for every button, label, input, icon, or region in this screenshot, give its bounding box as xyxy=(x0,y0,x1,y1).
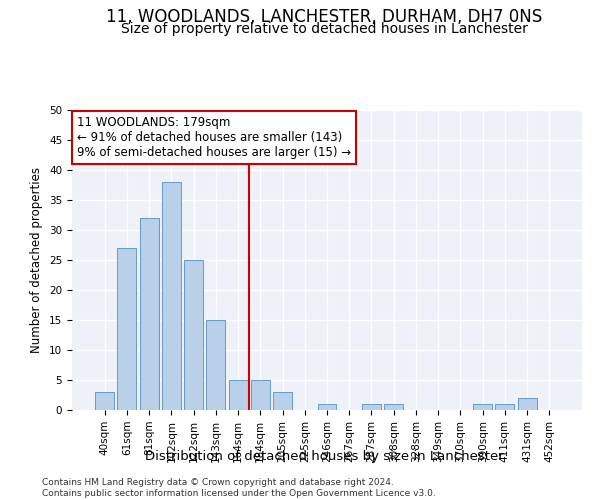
Bar xyxy=(273,392,292,410)
Y-axis label: Number of detached properties: Number of detached properties xyxy=(31,167,43,353)
Bar xyxy=(95,392,114,410)
Bar xyxy=(118,248,136,410)
Text: Contains HM Land Registry data © Crown copyright and database right 2024.
Contai: Contains HM Land Registry data © Crown c… xyxy=(42,478,436,498)
Bar xyxy=(140,218,158,410)
Text: 11, WOODLANDS, LANCHESTER, DURHAM, DH7 0NS: 11, WOODLANDS, LANCHESTER, DURHAM, DH7 0… xyxy=(106,8,542,26)
Bar xyxy=(362,404,381,410)
Bar xyxy=(206,320,225,410)
Bar xyxy=(496,404,514,410)
Bar xyxy=(162,182,181,410)
Bar xyxy=(251,380,270,410)
Bar xyxy=(518,398,536,410)
Text: Size of property relative to detached houses in Lanchester: Size of property relative to detached ho… xyxy=(121,22,527,36)
Bar xyxy=(473,404,492,410)
Text: 11 WOODLANDS: 179sqm
← 91% of detached houses are smaller (143)
9% of semi-detac: 11 WOODLANDS: 179sqm ← 91% of detached h… xyxy=(77,116,351,159)
Bar xyxy=(184,260,203,410)
Bar xyxy=(317,404,337,410)
Text: Distribution of detached houses by size in Lanchester: Distribution of detached houses by size … xyxy=(145,450,503,463)
Bar xyxy=(384,404,403,410)
Bar xyxy=(229,380,248,410)
